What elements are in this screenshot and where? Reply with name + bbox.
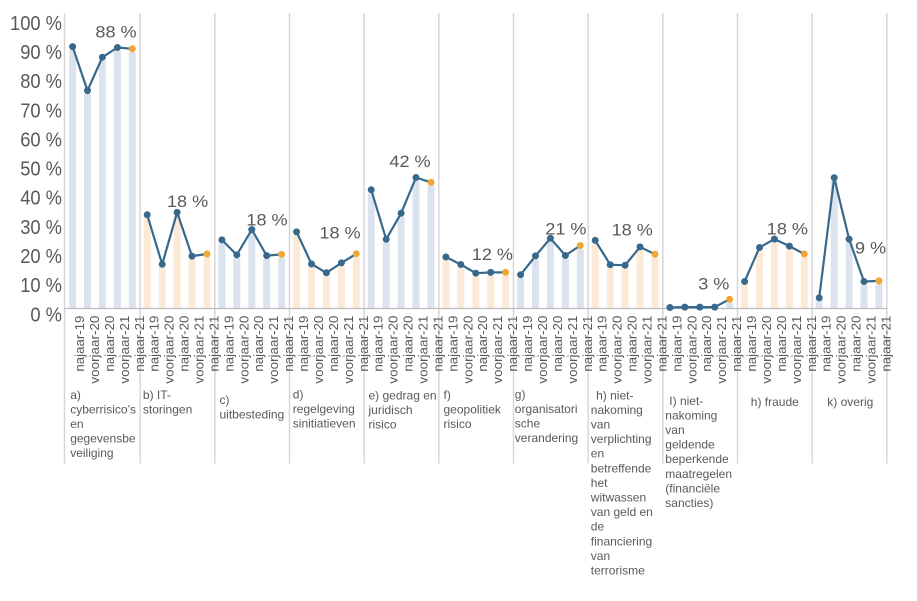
svg-text:najaar-20: najaar-20 <box>327 316 341 372</box>
svg-text:12 %: 12 % <box>472 246 514 264</box>
svg-text:najaar-20: najaar-20 <box>178 316 192 372</box>
svg-text:najaar-19: najaar-19 <box>446 316 460 372</box>
svg-text:18 %: 18 % <box>319 224 361 242</box>
svg-text:90 %: 90 % <box>20 41 62 64</box>
svg-text:b) IT-storingen: b) IT-storingen <box>143 388 192 417</box>
svg-text:najaar-19: najaar-19 <box>745 316 759 372</box>
svg-text:najaar-19: najaar-19 <box>372 316 386 372</box>
svg-text:h) fraude: h) fraude <box>751 395 799 409</box>
svg-text:voorjaar-20: voorjaar-20 <box>387 316 401 384</box>
svg-text:voorjaar-20: voorjaar-20 <box>835 316 849 384</box>
svg-text:18 %: 18 % <box>767 221 809 239</box>
svg-text:najaar-20: najaar-20 <box>103 316 117 372</box>
svg-text:voorjaar-20: voorjaar-20 <box>312 316 326 384</box>
svg-text:najaar-19: najaar-19 <box>670 316 684 372</box>
svg-text:c)uitbesteding: c) uitbesteding <box>220 393 285 422</box>
svg-text:najaar-21: najaar-21 <box>133 316 147 372</box>
svg-text:voorjaar-21: voorjaar-21 <box>790 316 804 384</box>
svg-text:70 %: 70 % <box>20 99 62 122</box>
svg-text:najaar-19: najaar-19 <box>596 316 610 372</box>
svg-text:najaar-20: najaar-20 <box>700 316 714 372</box>
svg-text:20 %: 20 % <box>20 245 62 268</box>
svg-text:voorjaar-21: voorjaar-21 <box>641 316 655 384</box>
svg-text:najaar-21: najaar-21 <box>431 316 445 372</box>
svg-text:42 %: 42 % <box>389 153 431 171</box>
svg-text:najaar-21: najaar-21 <box>581 316 595 372</box>
svg-text:18 %: 18 % <box>612 222 654 240</box>
svg-text:najaar-20: najaar-20 <box>402 316 416 372</box>
svg-text:9 %: 9 % <box>855 239 886 257</box>
svg-text:3 %: 3 % <box>698 275 729 293</box>
svg-text:najaar-20: najaar-20 <box>850 316 864 372</box>
svg-text:100 %: 100 % <box>10 12 62 35</box>
svg-text:voorjaar-21: voorjaar-21 <box>118 316 132 384</box>
svg-text:najaar-21: najaar-21 <box>207 316 221 372</box>
svg-text:najaar-21: najaar-21 <box>730 316 744 372</box>
svg-text:0 %: 0 % <box>30 303 62 326</box>
svg-text:najaar-19: najaar-19 <box>222 316 236 372</box>
svg-text:voorjaar-20: voorjaar-20 <box>88 316 102 384</box>
svg-text:voorjaar-20: voorjaar-20 <box>760 316 774 384</box>
svg-text:10 %: 10 % <box>20 274 62 297</box>
svg-text:voorjaar-20: voorjaar-20 <box>163 316 177 384</box>
svg-text:najaar-20: najaar-20 <box>551 316 565 372</box>
svg-text:voorjaar-20: voorjaar-20 <box>685 316 699 384</box>
svg-text:18 %: 18 % <box>246 211 288 229</box>
svg-text:voorjaar-21: voorjaar-21 <box>491 316 505 384</box>
svg-text:80 %: 80 % <box>20 70 62 93</box>
svg-text:voorjaar-20: voorjaar-20 <box>237 316 251 384</box>
svg-text:voorjaar-20: voorjaar-20 <box>536 316 550 384</box>
svg-text:50 %: 50 % <box>20 158 62 181</box>
svg-text:najaar-21: najaar-21 <box>357 316 371 372</box>
svg-text:voorjaar-20: voorjaar-20 <box>461 316 475 384</box>
svg-text:30 %: 30 % <box>20 216 62 239</box>
svg-text:voorjaar-21: voorjaar-21 <box>267 316 281 384</box>
svg-text:voorjaar-21: voorjaar-21 <box>566 316 580 384</box>
svg-text:najaar-19: najaar-19 <box>297 316 311 372</box>
svg-text:najaar-21: najaar-21 <box>879 316 893 372</box>
svg-text:88 %: 88 % <box>95 23 137 41</box>
svg-text:18 %: 18 % <box>167 193 209 211</box>
svg-text:voorjaar-21: voorjaar-21 <box>342 316 356 384</box>
svg-text:najaar-21: najaar-21 <box>655 316 669 372</box>
svg-text:voorjaar-21: voorjaar-21 <box>417 316 431 384</box>
svg-text:najaar-21: najaar-21 <box>506 316 520 372</box>
svg-text:voorjaar-20: voorjaar-20 <box>611 316 625 384</box>
svg-text:voorjaar-21: voorjaar-21 <box>865 316 879 384</box>
svg-text:najaar-19: najaar-19 <box>521 316 535 372</box>
svg-text:voorjaar-21: voorjaar-21 <box>715 316 729 384</box>
svg-text:najaar-20: najaar-20 <box>775 316 789 372</box>
svg-text:najaar-20: najaar-20 <box>626 316 640 372</box>
svg-text:40 %: 40 % <box>20 187 62 210</box>
svg-text:najaar-20: najaar-20 <box>476 316 490 372</box>
svg-text:voorjaar-21: voorjaar-21 <box>193 316 207 384</box>
svg-text:60 %: 60 % <box>20 129 62 152</box>
svg-text:najaar-19: najaar-19 <box>820 316 834 372</box>
svg-text:k) overig: k) overig <box>827 395 873 409</box>
svg-text:najaar-21: najaar-21 <box>282 316 296 372</box>
svg-text:najaar-19: najaar-19 <box>148 316 162 372</box>
svg-text:najaar-20: najaar-20 <box>252 316 266 372</box>
svg-text:najaar-21: najaar-21 <box>805 316 819 372</box>
svg-text:21 %: 21 % <box>545 220 587 238</box>
svg-text:najaar-19: najaar-19 <box>73 316 87 372</box>
